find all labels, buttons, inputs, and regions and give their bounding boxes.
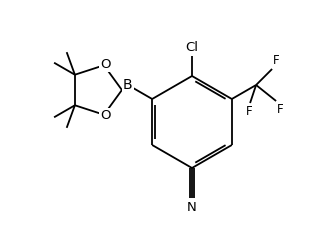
Text: N: N (187, 201, 197, 214)
Text: F: F (273, 54, 280, 67)
Text: O: O (101, 58, 111, 71)
Text: F: F (246, 105, 252, 118)
Text: O: O (101, 109, 111, 122)
Text: B: B (123, 78, 133, 92)
Text: Cl: Cl (185, 41, 198, 54)
Text: F: F (277, 103, 284, 116)
